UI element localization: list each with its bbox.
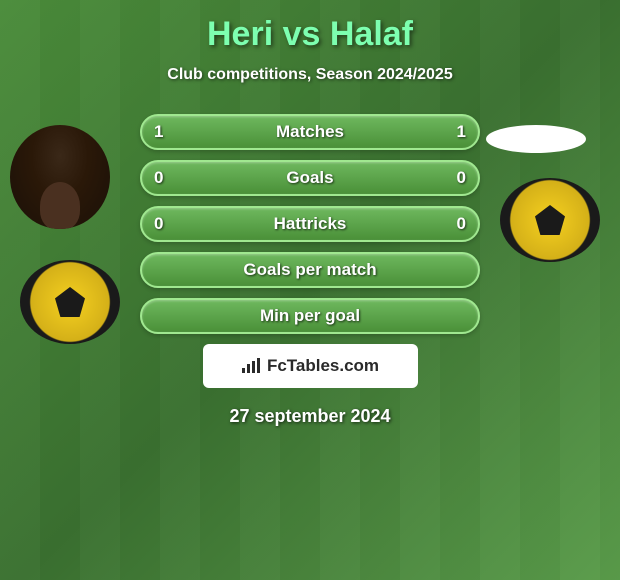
stat-label: Matches [276, 122, 344, 142]
player-avatar-left [10, 125, 110, 229]
stat-label: Hattricks [274, 214, 347, 234]
subtitle: Club competitions, Season 2024/2025 [0, 66, 620, 84]
date-label: 27 september 2024 [0, 406, 620, 427]
club-badge-left [20, 260, 120, 344]
stat-bar: Goals per match [140, 252, 480, 288]
main-content: Heri vs Halaf Club competitions, Season … [0, 0, 620, 437]
stat-value-left: 1 [154, 122, 163, 142]
stat-bar: Min per goal [140, 298, 480, 334]
stat-label: Goals per match [243, 260, 376, 280]
stat-bar: 1 Matches 1 [140, 114, 480, 150]
club-badge-right [500, 178, 600, 262]
stat-value-right: 0 [457, 168, 466, 188]
watermark-badge: FcTables.com [203, 344, 418, 388]
stat-row-goals-per-match: Goals per match [140, 252, 480, 288]
stat-bar: 0 Hattricks 0 [140, 206, 480, 242]
stat-value-right: 1 [457, 122, 466, 142]
page-title: Heri vs Halaf [0, 15, 620, 54]
stat-label: Goals [286, 168, 333, 188]
stat-value-left: 0 [154, 168, 163, 188]
stat-value-right: 0 [457, 214, 466, 234]
watermark-text: FcTables.com [267, 356, 379, 376]
stat-row-min-per-goal: Min per goal [140, 298, 480, 334]
stat-row-hattricks: 0 Hattricks 0 [140, 206, 480, 242]
player-avatar-right [486, 125, 586, 153]
stat-value-left: 0 [154, 214, 163, 234]
chart-icon [241, 358, 261, 374]
stat-row-goals: 0 Goals 0 [140, 160, 480, 196]
stat-row-matches: 1 Matches 1 [140, 114, 480, 150]
stat-label: Min per goal [260, 306, 360, 326]
stat-bar: 0 Goals 0 [140, 160, 480, 196]
